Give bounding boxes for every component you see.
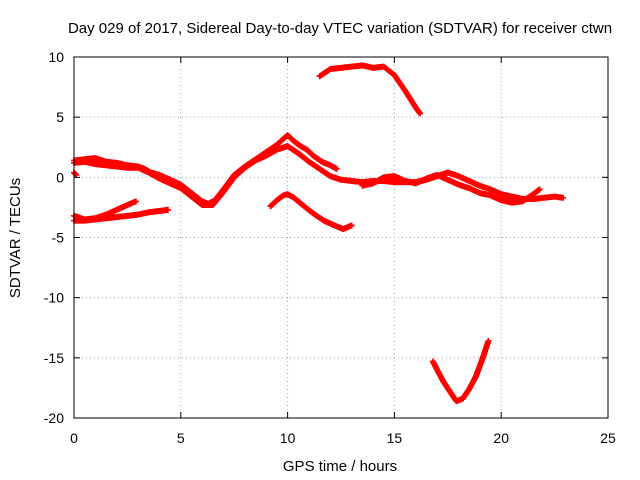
y-tick-label: -20 bbox=[44, 410, 64, 426]
y-tick-label: 5 bbox=[56, 109, 64, 125]
x-tick-label: 15 bbox=[387, 430, 403, 446]
y-axis-label: SDTVAR / TECUs bbox=[7, 178, 24, 298]
series-arc-9 bbox=[429, 337, 492, 405]
data-point bbox=[333, 165, 340, 172]
series-arc-6 bbox=[316, 62, 424, 117]
y-tick-label: 0 bbox=[56, 169, 64, 185]
y-tick-label: 10 bbox=[48, 49, 64, 65]
x-tick-label: 10 bbox=[280, 430, 296, 446]
data-point bbox=[348, 222, 355, 229]
y-tick-label: -10 bbox=[44, 290, 64, 306]
data-point bbox=[560, 194, 567, 201]
data-point bbox=[485, 337, 492, 344]
x-tick-label: 5 bbox=[177, 430, 185, 446]
series-arc-8 bbox=[359, 171, 543, 206]
series-arc-5 bbox=[71, 206, 171, 224]
data-markers bbox=[71, 62, 567, 405]
x-tick-label: 0 bbox=[70, 430, 78, 446]
x-tick-label: 25 bbox=[600, 430, 616, 446]
data-point bbox=[132, 198, 139, 205]
x-tick-label: 20 bbox=[493, 430, 509, 446]
axis-ticks: 0 5 10 15 20 25 -20 -15 -10 -5 0 5 10 bbox=[44, 49, 616, 446]
chart-title: Day 029 of 2017, Sidereal Day-to-day VTE… bbox=[68, 20, 612, 37]
data-point bbox=[417, 110, 424, 117]
series-arc-2 bbox=[71, 143, 567, 209]
y-tick-label: -15 bbox=[44, 350, 64, 366]
y-tick-label: -5 bbox=[52, 230, 65, 246]
data-point bbox=[164, 206, 171, 213]
data-point bbox=[536, 186, 543, 193]
series-arc-7 bbox=[267, 191, 355, 233]
x-axis-label: GPS time / hours bbox=[283, 458, 397, 475]
